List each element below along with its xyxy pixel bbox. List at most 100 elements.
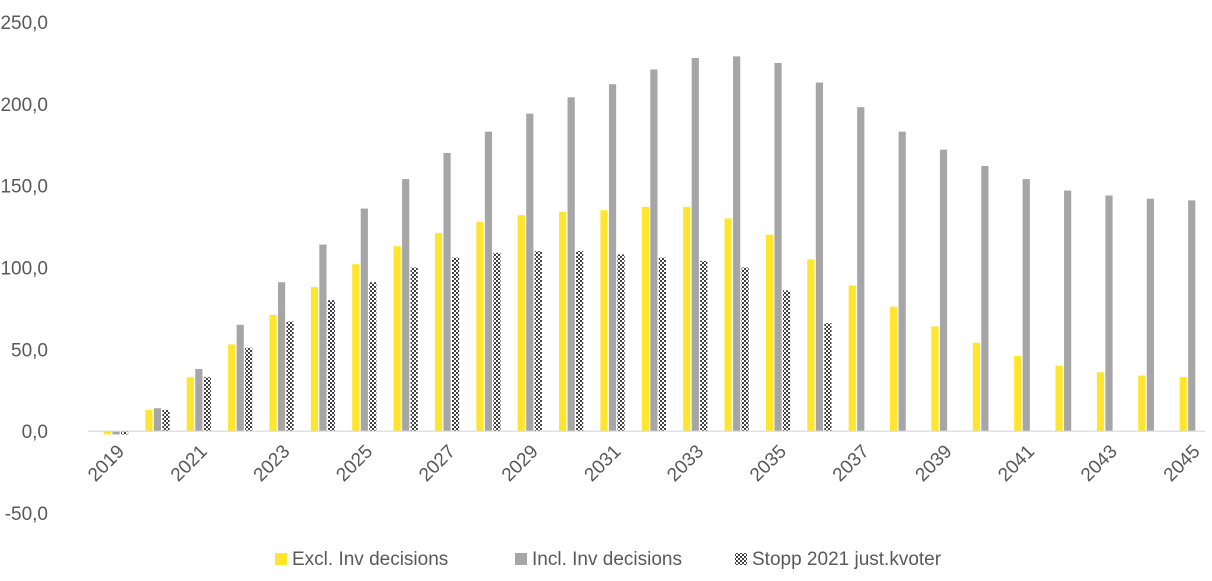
- bar-series-2-2034: [733, 56, 741, 432]
- legend-swatch-3: [735, 553, 747, 565]
- bar-series-1-2041: [1014, 355, 1022, 432]
- x-tick-label: 2045: [1160, 441, 1205, 486]
- bar-series-2-2029: [526, 113, 534, 432]
- bar-series-3-2025: [369, 282, 377, 432]
- x-tick-label: 2035: [746, 441, 791, 486]
- bar-series-2-2039: [939, 149, 948, 432]
- bar-series-2-2026: [402, 179, 410, 432]
- x-tick-label: 2031: [581, 441, 626, 486]
- bar-series-1-2032: [641, 206, 650, 432]
- bar-series-2-2033: [691, 58, 699, 432]
- bar-series-1-2020: [145, 409, 153, 432]
- bar-series-2-2019: [112, 431, 120, 435]
- bar-series-2-2025: [360, 208, 368, 432]
- legend-label-1: Excl. Inv decisions: [292, 549, 448, 570]
- legend-label-2: Incl. Inv decisions: [532, 549, 682, 570]
- bar-series-2-2024: [319, 244, 327, 432]
- bar-series-2-2021: [195, 368, 203, 432]
- bar-series-3-2023: [286, 321, 294, 432]
- legend-label-3: Stopp 2021 just.kvoter: [752, 549, 942, 570]
- x-tick-label: 2029: [498, 441, 543, 486]
- x-tick-label: 2033: [663, 441, 708, 486]
- bar-series-1-2042: [1055, 365, 1063, 432]
- y-axis-tick-labels: -50,0 0,0 50,0 100,0 150,0 200,0 250,0: [0, 13, 48, 525]
- bar-series-1-2029: [517, 215, 525, 432]
- bars: [104, 56, 1196, 435]
- bar-series-3-2027: [451, 257, 460, 432]
- bar-series-1-2021: [186, 377, 194, 432]
- bar-series-3-2031: [617, 254, 625, 432]
- bar-series-3-2021: [203, 377, 211, 432]
- bar-series-1-2043: [1096, 372, 1105, 432]
- bar-series-2-2032: [650, 69, 658, 432]
- bar-series-2-2028: [484, 131, 493, 432]
- bar-series-3-2022: [245, 347, 253, 432]
- x-axis-tick-labels: 2019 2021 2023 2025 2027 2029 2031 2033 2035 2037…: [84, 441, 1204, 486]
- y-tick-label: -50,0: [5, 504, 48, 525]
- bar-series-3-2030: [576, 251, 584, 432]
- bar-series-2-2041: [1022, 179, 1030, 432]
- bar-series-2-2037: [857, 107, 865, 432]
- bar-series-1-2039: [931, 326, 939, 432]
- bar-series-1-2019: [104, 431, 112, 435]
- y-tick-label: 150,0: [0, 177, 48, 198]
- x-tick-label: 2027: [415, 441, 460, 486]
- x-tick-label: 2039: [912, 441, 957, 486]
- bar-series-3-2026: [410, 267, 418, 432]
- x-tick-label: 2037: [829, 441, 874, 486]
- bar-series-1-2031: [600, 210, 608, 432]
- bar-series-1-2022: [228, 344, 236, 432]
- bar-series-2-2027: [443, 152, 451, 432]
- bar-series-3-2035: [782, 290, 791, 432]
- y-tick-label: 50,0: [11, 340, 48, 361]
- bar-series-2-2036: [815, 82, 823, 432]
- bar-series-2-2043: [1105, 195, 1113, 432]
- legend: Excl. Inv decisions Incl. Inv decisions St…: [275, 549, 942, 570]
- bar-series-1-2025: [352, 264, 360, 432]
- legend-swatch-2: [515, 553, 527, 565]
- x-tick-label: 2023: [250, 441, 295, 486]
- bar-series-3-2029: [534, 251, 542, 432]
- bar-series-1-2028: [476, 221, 484, 432]
- y-tick-label: 250,0: [0, 13, 48, 34]
- bar-series-2-2040: [981, 166, 989, 432]
- x-tick-label: 2019: [84, 441, 129, 486]
- bar-series-1-2033: [683, 206, 691, 432]
- bar-series-1-2044: [1138, 375, 1146, 432]
- bar-series-2-2042: [1064, 190, 1072, 432]
- bar-series-2-2023: [277, 282, 286, 432]
- bar-series-2-2020: [153, 408, 162, 432]
- bar-series-1-2023: [269, 314, 277, 432]
- bar-series-3-2020: [162, 409, 170, 432]
- bar-series-2-2044: [1146, 198, 1154, 432]
- x-tick-label: 2025: [332, 441, 377, 486]
- y-tick-label: 0,0: [22, 422, 48, 443]
- bar-series-1-2045: [1179, 377, 1187, 432]
- x-tick-label: 2041: [994, 441, 1039, 486]
- bar-series-1-2035: [765, 234, 774, 432]
- bar-series-2-2022: [236, 324, 244, 432]
- bar-series-2-2035: [774, 62, 782, 432]
- bar-series-1-2026: [393, 246, 401, 432]
- x-tick-label: 2021: [167, 441, 212, 486]
- legend-swatch-1: [275, 553, 287, 565]
- y-tick-label: 200,0: [0, 95, 48, 116]
- bar-series-1-2038: [890, 306, 898, 432]
- bar-series-1-2034: [724, 218, 732, 432]
- bar-series-1-2040: [972, 342, 980, 432]
- bar-series-1-2024: [310, 287, 319, 432]
- bar-series-3-2033: [700, 260, 708, 432]
- bar-series-3-2019: [121, 431, 129, 435]
- x-tick-label: 2043: [1077, 441, 1122, 486]
- bar-series-3-2034: [741, 267, 749, 432]
- bar-series-2-2031: [608, 84, 617, 432]
- bar-series-3-2036: [824, 323, 832, 432]
- bar-series-3-2024: [327, 300, 336, 432]
- bar-series-2-2030: [567, 97, 575, 432]
- bar-series-1-2027: [434, 233, 443, 432]
- bar-series-2-2038: [898, 131, 906, 432]
- bar-series-3-2032: [658, 257, 667, 432]
- bar-series-1-2037: [848, 285, 856, 432]
